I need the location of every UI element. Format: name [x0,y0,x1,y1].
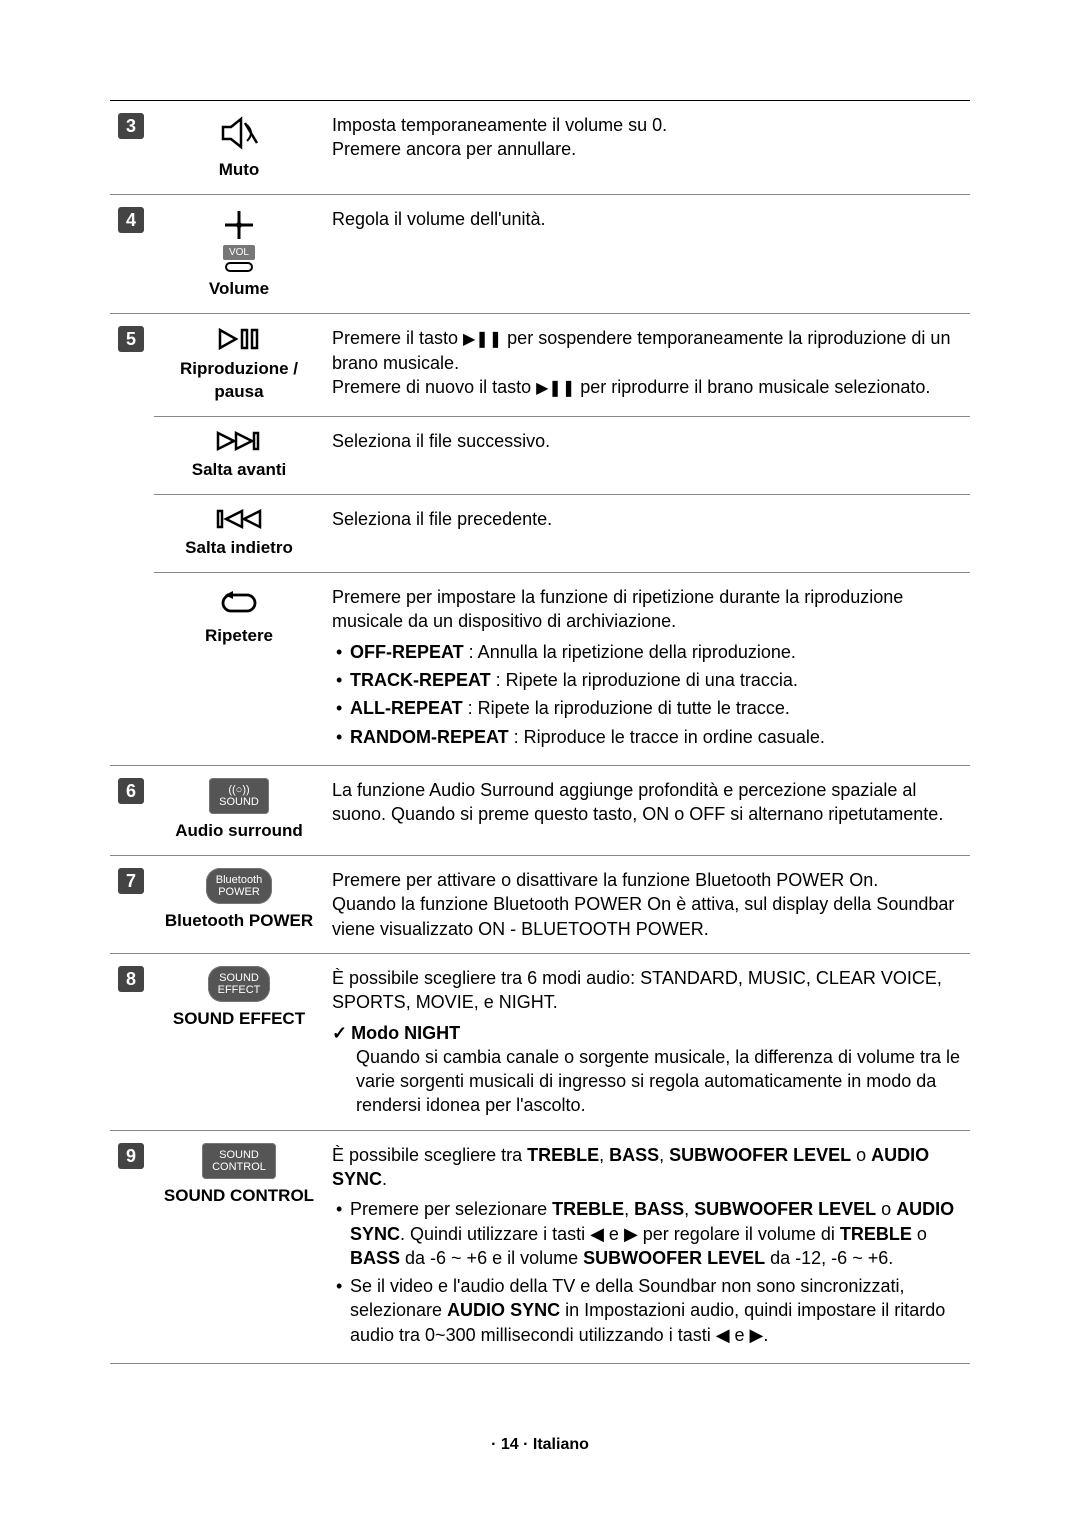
skip-forward-desc: Seleziona il file successivo. [324,417,970,495]
repeat-option: ALL-REPEAT : Ripete la riproduzione di t… [332,696,962,720]
surround-button-icon: ((○))SOUND [209,778,269,814]
skip-back-label: Salta indietro [162,537,316,560]
row-play-pause: 5 Riproduzione / pausa Premere il tasto … [110,314,970,417]
sound-control-bullets: Premere per selezionare TREBLE, BASS, SU… [332,1197,962,1347]
repeat-label: Ripetere [162,625,316,648]
play-pause-label: Riproduzione / pausa [162,358,316,404]
sound-control-button-icon: SOUNDCONTROL [202,1143,276,1179]
play-pause-desc: Premere il tasto ▶❚❚ per sospendere temp… [324,314,970,417]
row-number: 9 [118,1143,144,1169]
row-volume: 4 VOL Volume Regola il volume dell'unità… [110,194,970,313]
row-number: 7 [118,868,144,894]
sound-control-intro: È possibile scegliere tra TREBLE, BASS, … [332,1143,962,1192]
skip-forward-label: Salta avanti [162,459,316,482]
vol-text: VOL [223,245,255,261]
mute-icon [162,113,316,153]
volume-icon: VOL [162,207,316,273]
repeat-icon [162,585,316,619]
volume-desc: Regola il volume dell'unità. [324,194,970,313]
row-surround: 6 ((○))SOUND Audio surround La funzione … [110,765,970,855]
row-skip-back: Salta indietro Seleziona il file precede… [110,495,970,573]
bluetooth-power-button-icon: BluetoothPOWER [206,868,272,904]
row-repeat: Ripetere Premere per impostare la funzio… [110,573,970,766]
mute-label: Muto [162,159,316,182]
row-number: 5 [118,326,144,352]
row-mute: 3 Muto Imposta temporaneamente il volume… [110,101,970,195]
night-mode-body: Quando si cambia canale o sorgente music… [356,1045,962,1118]
row-number: 4 [118,207,144,233]
page-footer: · 14 · Italiano [110,1434,970,1456]
remote-functions-table: 3 Muto Imposta temporaneamente il volume… [110,100,970,1364]
repeat-option: RANDOM-REPEAT : Riproduce le tracce in o… [332,725,962,749]
row-number: 8 [118,966,144,992]
surround-label: Audio surround [162,820,316,843]
sound-effect-intro: È possibile scegliere tra 6 modi audio: … [332,966,962,1015]
bluetooth-power-desc: Premere per attivare o disattivare la fu… [324,856,970,954]
repeat-option: OFF-REPEAT : Annulla la ripetizione dell… [332,640,962,664]
volume-label: Volume [162,278,316,301]
row-sound-control: 9 SOUNDCONTROL SOUND CONTROL È possibile… [110,1130,970,1363]
row-number: 3 [118,113,144,139]
row-skip-forward: Salta avanti Seleziona il file successiv… [110,417,970,495]
row-sound-effect: 8 SOUNDEFFECT SOUND EFFECT È possibile s… [110,953,970,1130]
play-pause-icon [162,326,316,352]
surround-desc: La funzione Audio Surround aggiunge prof… [324,765,970,855]
repeat-option: TRACK-REPEAT : Ripete la riproduzione di… [332,668,962,692]
repeat-intro: Premere per impostare la funzione di rip… [332,585,962,634]
row-number: 6 [118,778,144,804]
skip-forward-icon [162,429,316,453]
vol-oval-icon [225,262,253,272]
repeat-options-list: OFF-REPEAT : Annulla la ripetizione dell… [332,640,962,749]
skip-back-desc: Seleziona il file precedente. [324,495,970,573]
sound-control-label: SOUND CONTROL [162,1185,316,1208]
bluetooth-power-label: Bluetooth POWER [162,910,316,933]
sound-control-bullet-1: Premere per selezionare TREBLE, BASS, SU… [332,1197,962,1270]
sound-effect-button-icon: SOUNDEFFECT [208,966,271,1002]
skip-back-icon [162,507,316,531]
row-bluetooth-power: 7 BluetoothPOWER Bluetooth POWER Premere… [110,856,970,954]
sound-control-bullet-2: Se il video e l'audio della TV e della S… [332,1274,962,1347]
mute-desc: Imposta temporaneamente il volume su 0.P… [324,101,970,195]
sound-effect-label: SOUND EFFECT [162,1008,316,1031]
night-mode-heading: ✓Modo NIGHT [332,1021,962,1045]
